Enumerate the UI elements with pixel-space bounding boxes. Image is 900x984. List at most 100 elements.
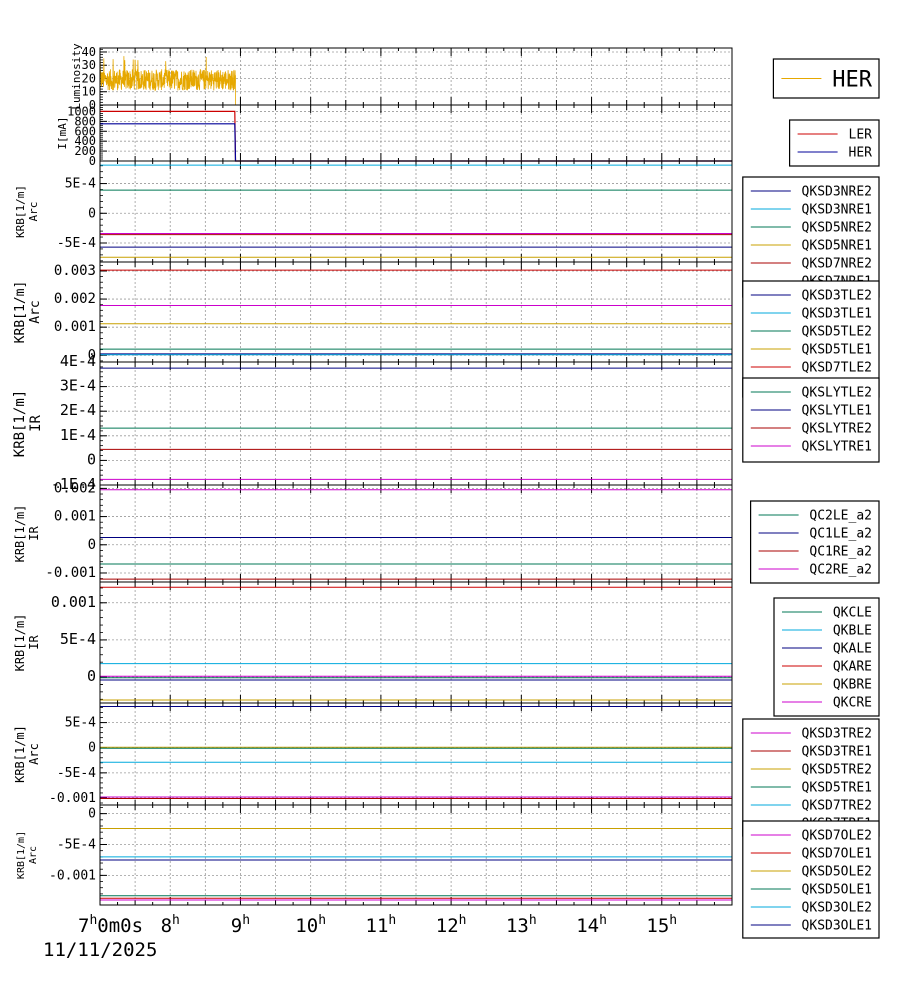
legend-arc-ne: QKSD3NRE2 QKSD3NRE1 QKSD5NRE2 QKSD5NRE1 QKSD… xyxy=(742,176,880,298)
x-tick-label: 15h xyxy=(646,913,677,937)
y-axis-label-line: IR xyxy=(27,526,41,541)
y-axis-label-line: Arc xyxy=(28,846,39,864)
legend-label: QKSD5OLE2 xyxy=(802,865,872,880)
legend-box xyxy=(773,597,880,717)
x-tick-label-unit: h xyxy=(318,913,326,928)
legend-label: QKALE xyxy=(833,642,872,657)
y-axis-label-line: KRB[1/m] xyxy=(13,725,27,783)
legend-label: QC1RE_a2 xyxy=(809,545,872,560)
y-tick-label: 30 xyxy=(82,58,96,72)
x-tick-start-suffix: 0m0s xyxy=(97,915,143,937)
x-tick-label-unit: h xyxy=(599,913,607,928)
y-axis-label-line: Arc xyxy=(27,202,40,222)
panel-arc-ne: -5E-4 0 5E-4 KRB[1/m]Arc xyxy=(14,160,733,263)
panel-frame xyxy=(99,804,733,906)
y-tick-label: 0 xyxy=(89,98,96,112)
y-tick-label: 0 xyxy=(88,537,96,553)
legend-label: QKSLYTLE1 xyxy=(802,404,872,419)
y-tick-label: 1E-4 xyxy=(60,426,96,444)
y-axis-label: KRB[1/m]Arc xyxy=(13,725,41,783)
legend-ir-qk: QKCLE QKBLE QKALE QKARE QKBRE QKCRE xyxy=(773,597,880,717)
y-tick-label: 800 xyxy=(74,114,96,128)
y-axis-label-line: IR xyxy=(28,415,44,432)
y-tick-label: -0.001 xyxy=(49,868,96,883)
legend-current: LER HER xyxy=(788,119,880,167)
legend-label: QKSD5NRE1 xyxy=(802,239,872,254)
x-tick-label-unit: h xyxy=(529,913,537,928)
legend-label: QKSD7OLE1 xyxy=(802,847,872,862)
y-tick-label: 0 xyxy=(88,206,96,221)
x-tick-label: 12h xyxy=(436,913,467,937)
legend-label: QKSD7TRE2 xyxy=(802,799,872,814)
x-tick-label-unit: h xyxy=(459,913,467,928)
y-tick-label: -5E-4 xyxy=(57,766,96,781)
legend-label: QC1LE_a2 xyxy=(809,527,872,542)
y-axis-label-line: IR xyxy=(27,635,41,650)
y-tick-label: -0.001 xyxy=(49,791,96,806)
legend-label: QKSD7NRE2 xyxy=(802,257,872,272)
y-axis-label-line: Arc xyxy=(27,743,41,765)
legend-ir-qc: QC2LE_a2 QC1LE_a2 QC1RE_a2 QC2RE_a2 xyxy=(749,500,880,584)
legend-label: QKBRE xyxy=(833,678,872,693)
legend-ir-sly: QKSLYTLE2 QKSLYTLE1 QKSLYTRE2 QKSLYTRE1 xyxy=(742,377,880,463)
legend-label: QC2LE_a2 xyxy=(809,509,872,524)
y-axis-label: KRB[1/m]Arc xyxy=(13,281,43,344)
legend-box xyxy=(788,119,880,167)
x-tick-label: 14h xyxy=(576,913,607,937)
legend-label: QKSLYTRE2 xyxy=(802,422,872,437)
legend-box xyxy=(742,820,880,939)
legend-label: QKCRE xyxy=(833,696,872,711)
legend-label: QKSLYTRE1 xyxy=(802,440,872,455)
y-axis-label-line: KRB[1/m] xyxy=(13,281,28,344)
legend-arc-tre: QKSD3TRE2 QKSD3TRE1 QKSD5TRE2 QKSD5TRE1 QKSD… xyxy=(742,718,880,837)
y-tick-label: -5E-4 xyxy=(57,236,96,251)
legend-label: QC2RE_a2 xyxy=(809,563,872,578)
x-tick-label-unit: h xyxy=(388,913,396,928)
panel-ir-qk: 0 5E-4 0.001 KRB[1/m]IR xyxy=(13,581,733,704)
y-axis-label: KRB[1/m]IR xyxy=(12,390,44,457)
legend-label: QKSD3OLE2 xyxy=(802,901,872,916)
legend-label: QKSD3TRE2 xyxy=(802,727,872,742)
y-tick-label: 0.001 xyxy=(54,509,96,525)
legend-label: QKSD5OLE1 xyxy=(802,883,872,898)
y-tick-label: 1000 xyxy=(67,104,96,118)
legend-label: QKSD5NRE2 xyxy=(802,221,872,236)
panel-arc-tre: -0.001 -5E-4 0 5E-4 KRB[1/m]Arc xyxy=(13,702,733,806)
y-tick-label: 0 xyxy=(89,154,96,168)
y-axis-label: KRB[1/m]Arc xyxy=(14,185,40,238)
legend-label: QKSD7OLE2 xyxy=(802,829,872,844)
x-tick-label-unit: h xyxy=(172,913,180,928)
x-tick-label: 13h xyxy=(506,913,537,937)
y-axis-label: Luminosity xyxy=(70,43,83,110)
y-axis-label-line: Arc xyxy=(28,300,43,323)
y-axis-label-line: KRB[1/m] xyxy=(13,614,27,672)
panel-arc-tle: 0 0.001 0.002 0.003 KRB[1/m]Arc xyxy=(13,261,733,363)
y-tick-label: 0.001 xyxy=(51,593,96,611)
x-tick-label: 7h0m0s xyxy=(78,913,143,937)
y-tick-label: -5E-4 xyxy=(57,838,96,853)
y-axis-label-line: KRB[1/m] xyxy=(13,505,27,563)
y-tick-label: 5E-4 xyxy=(65,716,96,731)
y-axis-label-line: KRB[1/m] xyxy=(12,390,28,457)
y-tick-label: 0 xyxy=(88,347,96,363)
y-tick-label: 20 xyxy=(82,71,96,85)
legend-label: QKSD3NRE2 xyxy=(802,185,872,200)
y-axis-label-line: KRB[1/m] xyxy=(14,185,27,238)
y-tick-label: 600 xyxy=(74,124,96,138)
legend-label: QKSD5TLE2 xyxy=(802,325,872,340)
x-tick-label: 11h xyxy=(366,913,397,937)
legend-label: QKCLE xyxy=(833,606,872,621)
legend-label: QKARE xyxy=(833,660,872,675)
y-tick-label: 0 xyxy=(87,450,96,468)
legend-label: QKSD5TRE2 xyxy=(802,763,872,778)
x-tick-label-unit: h xyxy=(669,913,677,928)
x-tick-label-unit: h xyxy=(89,913,97,928)
y-axis-label-line: Luminosity xyxy=(70,43,83,110)
y-tick-label: 0.003 xyxy=(54,263,96,279)
legend-label: QKSD5TLE1 xyxy=(802,343,872,358)
legend-label: QKSD3TRE1 xyxy=(802,745,872,760)
y-tick-label: 200 xyxy=(74,144,96,158)
